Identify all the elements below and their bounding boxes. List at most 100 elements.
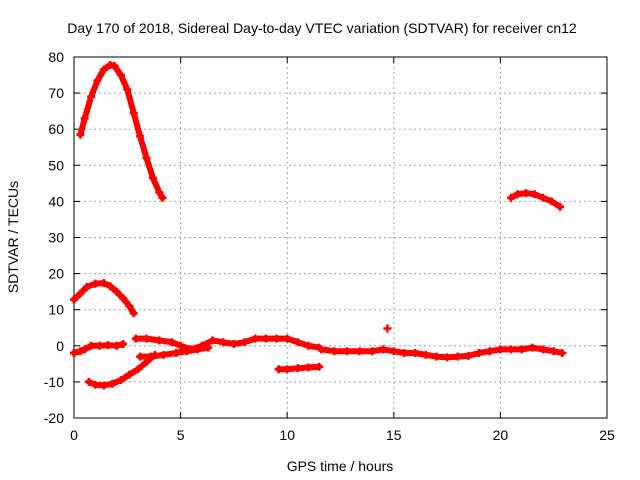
data-point — [133, 365, 142, 374]
y-axis-label: SDTVAR / TECUs — [5, 181, 21, 293]
data-point — [507, 345, 516, 354]
data-point — [70, 349, 78, 358]
data-point — [82, 282, 91, 291]
data-point — [539, 345, 548, 354]
data-point — [272, 334, 281, 343]
x-axis-label: GPS time / hours — [287, 458, 394, 474]
data-point — [400, 349, 409, 358]
data-point — [368, 347, 377, 356]
data-point — [125, 302, 134, 311]
data-point — [204, 343, 213, 352]
data-point — [558, 349, 567, 358]
y-tick-label: 10 — [48, 302, 64, 318]
data-point — [549, 347, 558, 356]
data-point — [119, 294, 128, 303]
data-point — [146, 352, 155, 361]
y-tick-label: 70 — [48, 85, 64, 101]
data-point — [168, 338, 177, 347]
data-point — [104, 341, 113, 350]
x-tick-label: 10 — [279, 427, 295, 443]
data-point — [411, 349, 420, 358]
data-point — [507, 193, 516, 202]
data-point — [142, 154, 151, 163]
data-point — [315, 362, 324, 371]
data-point — [182, 347, 191, 356]
series-arc-morning-zero — [70, 339, 128, 358]
series-line — [71, 280, 137, 317]
data-point — [136, 352, 145, 361]
data-point — [172, 349, 181, 358]
data-point — [76, 289, 85, 298]
data-point — [496, 345, 505, 354]
data-point — [87, 341, 96, 350]
data-point — [76, 130, 85, 139]
x-tick-label: 15 — [386, 427, 402, 443]
series-arc-morning-mid — [70, 278, 138, 318]
data-point — [116, 71, 125, 80]
data-point — [342, 347, 351, 356]
data-point — [293, 338, 302, 347]
data-point — [155, 188, 164, 197]
data-point — [108, 379, 117, 388]
data-point — [389, 347, 398, 356]
data-point — [155, 336, 164, 345]
data-point — [99, 278, 108, 287]
data-point — [76, 347, 85, 356]
data-point — [176, 341, 185, 350]
data-point — [219, 338, 228, 347]
y-tick-label: 40 — [48, 193, 64, 209]
data-point — [129, 309, 138, 318]
y-tick-labels: -20 -10 0 10 20 30 40 50 60 70 80 — [44, 49, 64, 426]
data-point — [317, 345, 326, 354]
data-point — [304, 363, 313, 372]
data-point — [261, 334, 270, 343]
data-point — [80, 114, 89, 123]
y-tick-label: 20 — [48, 266, 64, 282]
series-arc-noon-neg — [274, 362, 324, 374]
data-point — [464, 351, 473, 360]
x-tick-label: 0 — [70, 427, 78, 443]
y-tick-label: 60 — [48, 121, 64, 137]
data-point — [142, 334, 151, 343]
data-point — [251, 334, 260, 343]
data-point — [158, 193, 167, 202]
series-line — [318, 344, 566, 361]
data-point — [485, 347, 494, 356]
data-point — [513, 190, 522, 199]
data-point — [283, 334, 292, 343]
data-point — [547, 197, 556, 206]
data-point — [129, 108, 138, 117]
data-point — [95, 341, 104, 350]
data-point — [99, 381, 108, 390]
data-point — [530, 190, 539, 199]
series-arc-mid-lower — [136, 343, 213, 361]
data-point — [304, 341, 313, 350]
data-point — [421, 350, 430, 359]
data-point — [112, 341, 121, 350]
y-tick-label: 50 — [48, 157, 64, 173]
data-point — [208, 336, 217, 345]
data-point — [159, 350, 168, 359]
data-point — [80, 345, 89, 354]
data-point — [330, 347, 339, 356]
data-point — [528, 343, 537, 352]
data-point — [106, 282, 115, 291]
axis-ticks — [73, 56, 608, 419]
data-point — [379, 345, 388, 354]
x-tick-label: 5 — [177, 427, 185, 443]
data-point — [110, 62, 119, 71]
data-point — [123, 85, 132, 94]
data-point — [131, 334, 140, 343]
y-tick-label: 0 — [56, 338, 64, 354]
data-point — [136, 132, 145, 141]
data-point — [193, 345, 202, 354]
data-point — [125, 370, 134, 379]
data-point — [112, 287, 121, 296]
data-point — [556, 202, 565, 211]
data-point — [119, 339, 128, 348]
data-point — [355, 347, 364, 356]
series-point-isolated — [383, 324, 392, 333]
data-point — [521, 189, 530, 198]
data-point — [229, 339, 238, 348]
data-point — [539, 193, 548, 202]
